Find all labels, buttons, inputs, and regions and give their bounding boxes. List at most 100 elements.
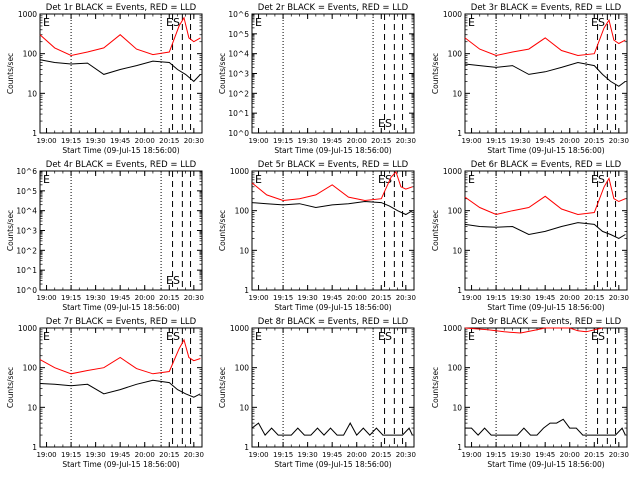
x-tick-label: 20:00 <box>560 294 580 302</box>
y-tick-label: 1000 <box>230 324 249 333</box>
x-tick-label: 19:15 <box>61 451 81 459</box>
y-tick-label: 10^3 <box>16 227 37 236</box>
plot-frame <box>251 13 415 134</box>
x-tick-label: 20:15 <box>159 451 179 459</box>
x-tick-label: 19:15 <box>486 137 506 145</box>
plot-frame <box>251 327 415 448</box>
x-tick-label: 19:30 <box>298 137 318 145</box>
x-tick-label: 20:15 <box>371 294 391 302</box>
series-line-lld <box>464 327 603 334</box>
x-axis-label: Start Time (09-Jul-15 18:56:00) <box>274 303 391 312</box>
series-line-events <box>464 222 626 239</box>
x-tick-label: 20:30 <box>609 137 629 145</box>
y-tick-label: 10^6 <box>16 167 37 176</box>
series-line-lld <box>464 177 626 216</box>
y-tick-label: 1 <box>457 443 462 452</box>
y-tick-label: 10^6 <box>228 10 249 19</box>
mark-label-es: ES <box>591 330 605 343</box>
panel-title: Det 3r BLACK = Events, RED = LLD <box>471 3 622 13</box>
x-tick-label: 20:00 <box>347 294 367 302</box>
y-tick-label: 100 <box>448 207 463 216</box>
x-axis-label: Start Time (09-Jul-15 18:56:00) <box>274 460 391 469</box>
x-tick-label: 20:30 <box>396 294 416 302</box>
y-axis-label: Counts/sec <box>218 210 227 251</box>
x-tick-label: 19:30 <box>86 294 106 302</box>
series-line-events <box>251 200 413 216</box>
y-tick-label: 100 <box>235 364 250 373</box>
panel-title: Det 7r BLACK = Events, RED = LLD <box>46 317 197 327</box>
y-tick-label: 10^3 <box>228 70 249 79</box>
x-tick-label: 20:00 <box>135 137 155 145</box>
y-tick-label: 100 <box>23 364 38 373</box>
series-line-events <box>39 379 201 398</box>
y-tick-label: 10 <box>452 246 462 255</box>
mark-label-es: ES <box>166 330 180 343</box>
x-tick-label: 19:45 <box>535 137 555 145</box>
y-tick-label: 10^1 <box>16 266 37 275</box>
mark-label-e: E <box>468 173 475 186</box>
y-tick-label: 10^1 <box>228 109 249 118</box>
x-axis-label: Start Time (09-Jul-15 18:56:00) <box>274 146 391 155</box>
y-axis-label: Counts/sec <box>6 367 15 408</box>
x-tick-label: 19:45 <box>110 451 130 459</box>
y-axis-label: Counts/sec <box>431 53 440 94</box>
y-tick-label: 10 <box>452 89 462 98</box>
plot-frame <box>251 170 415 291</box>
x-axis-label: Start Time (09-Jul-15 18:56:00) <box>62 146 179 155</box>
y-tick-label: 100 <box>448 364 463 373</box>
series-line-lld <box>251 170 413 202</box>
y-tick-label: 10 <box>239 403 249 412</box>
mark-label-e: E <box>43 330 50 343</box>
panel-title: Det 5r BLACK = Events, RED = LLD <box>258 160 409 170</box>
x-tick-label: 19:45 <box>110 294 130 302</box>
x-tick-label: 19:15 <box>61 137 81 145</box>
y-tick-label: 1 <box>32 129 37 138</box>
x-tick-label: 20:00 <box>135 294 155 302</box>
y-tick-label: 1 <box>457 286 462 295</box>
x-tick-label: 19:30 <box>511 137 531 145</box>
x-tick-label: 19:00 <box>36 294 56 302</box>
mark-label-e: E <box>255 16 262 29</box>
x-tick-label: 19:15 <box>273 451 293 459</box>
x-axis-label: Start Time (09-Jul-15 18:56:00) <box>487 460 604 469</box>
x-tick-label: 19:30 <box>511 294 531 302</box>
x-tick-label: 20:00 <box>347 137 367 145</box>
y-tick-label: 100 <box>235 207 250 216</box>
mark-label-e: E <box>43 16 50 29</box>
x-tick-label: 19:30 <box>86 451 106 459</box>
series-line-lld <box>39 16 201 57</box>
series-line-events <box>464 61 626 87</box>
x-tick-label: 19:45 <box>322 294 342 302</box>
y-tick-label: 1000 <box>18 324 37 333</box>
y-tick-label: 1000 <box>230 167 249 176</box>
x-tick-label: 19:45 <box>322 451 342 459</box>
x-tick-label: 20:00 <box>347 451 367 459</box>
y-tick-label: 1000 <box>443 324 462 333</box>
panel-title: Det 6r BLACK = Events, RED = LLD <box>471 160 622 170</box>
mark-label-e: E <box>43 173 50 186</box>
y-axis-label: Counts/sec <box>6 53 15 94</box>
y-axis-label: Counts/sec <box>218 367 227 408</box>
panel-title: Det 8r BLACK = Events, RED = LLD <box>258 317 409 327</box>
y-tick-label: 1000 <box>443 10 462 19</box>
x-tick-label: 19:30 <box>298 451 318 459</box>
x-tick-label: 19:15 <box>486 451 506 459</box>
y-axis-label: Counts/sec <box>431 210 440 251</box>
x-tick-label: 20:30 <box>184 137 204 145</box>
plot-frame <box>464 170 628 291</box>
panel-title: Det 2r BLACK = Events, RED = LLD <box>258 3 409 13</box>
panel-title: Det 4r BLACK = Events, RED = LLD <box>46 160 197 170</box>
x-tick-label: 20:15 <box>159 294 179 302</box>
x-axis-label: Start Time (09-Jul-15 18:56:00) <box>487 146 604 155</box>
y-tick-label: 1 <box>244 443 249 452</box>
y-tick-label: 10^4 <box>228 50 249 59</box>
y-tick-label: 10^0 <box>228 129 249 138</box>
mark-label-e: E <box>255 330 262 343</box>
plot-frame <box>39 13 203 134</box>
series-line-events <box>465 418 626 436</box>
x-tick-label: 20:15 <box>584 294 604 302</box>
mark-label-es: ES <box>166 16 180 29</box>
y-tick-label: 10 <box>452 403 462 412</box>
x-axis-label: Start Time (09-Jul-15 18:56:00) <box>62 460 179 469</box>
y-tick-label: 10^4 <box>16 207 37 216</box>
